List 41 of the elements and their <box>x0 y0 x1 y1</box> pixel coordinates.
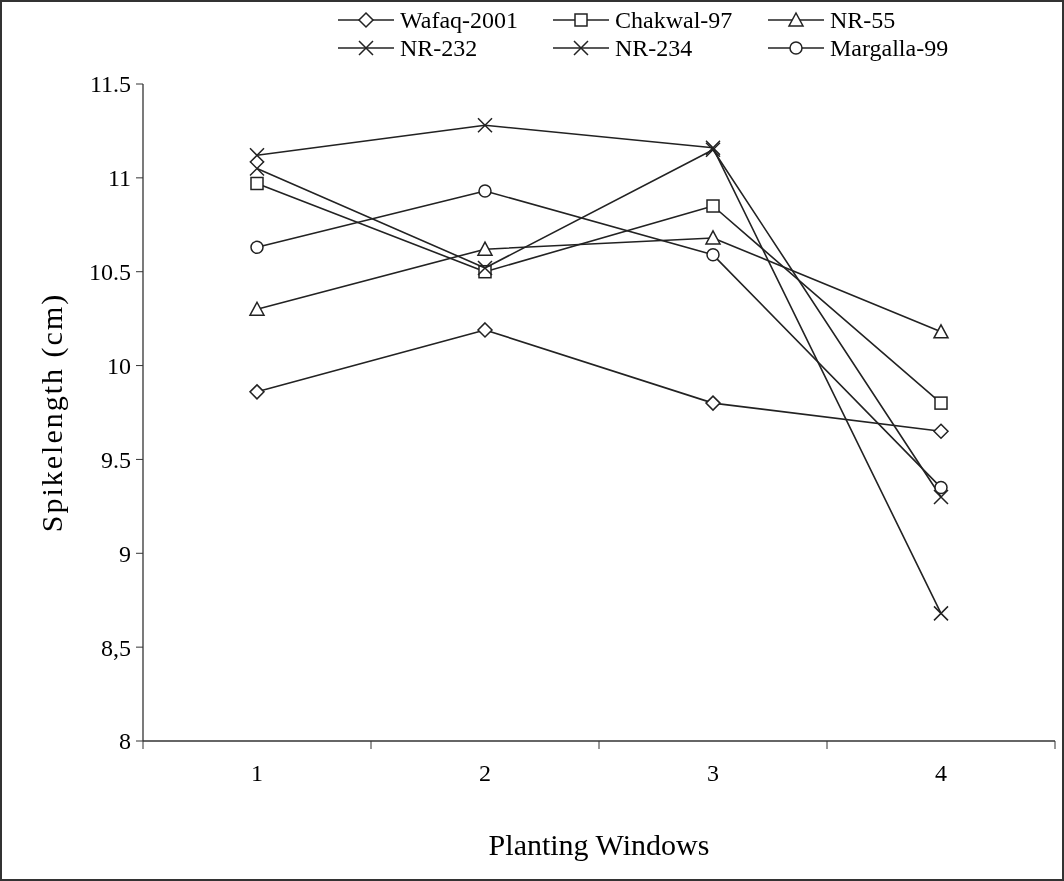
legend-label: Wafaq-2001 <box>400 7 519 34</box>
point <box>478 184 492 198</box>
point <box>477 117 493 134</box>
y-tick-label: 8,5 <box>101 634 131 661</box>
point <box>249 147 265 164</box>
legend-label: NR-55 <box>830 7 896 34</box>
y-tick-label: 10 <box>107 352 131 379</box>
point <box>706 248 720 262</box>
point <box>933 489 949 505</box>
point <box>250 240 264 255</box>
y-tick-label: 9 <box>119 540 131 567</box>
point <box>249 301 265 317</box>
x-axis-title: Planting Windows <box>488 828 710 861</box>
point <box>705 395 721 411</box>
legend-label: NR-234 <box>615 35 693 62</box>
x-tick-label: 2 <box>479 760 491 786</box>
point <box>249 160 265 177</box>
y-tick-label: 11 <box>107 165 131 192</box>
legend-label: Margalla-99 <box>830 35 949 62</box>
x-tick-label: 4 <box>935 760 947 786</box>
point <box>933 423 949 440</box>
point <box>706 199 720 213</box>
legend-label: Chakwal-97 <box>615 7 733 34</box>
point <box>249 384 265 400</box>
point <box>250 176 264 191</box>
x-tick-label: 1 <box>251 760 263 786</box>
point <box>477 322 493 338</box>
y-tick-label: 8 <box>119 728 131 755</box>
point <box>933 324 949 339</box>
point <box>934 396 948 410</box>
y-tick-label: 11.5 <box>89 71 131 98</box>
x-tick-label: 3 <box>707 760 719 786</box>
y-axis-title: Spikelength (cm) <box>35 292 69 533</box>
point <box>477 260 493 276</box>
point <box>705 230 721 245</box>
point <box>477 241 493 256</box>
point <box>934 480 948 495</box>
y-tick-label: 9.5 <box>101 446 131 473</box>
point <box>933 605 949 622</box>
legend-label: NR-232 <box>400 35 478 62</box>
y-tick-label: 10.5 <box>89 259 131 286</box>
